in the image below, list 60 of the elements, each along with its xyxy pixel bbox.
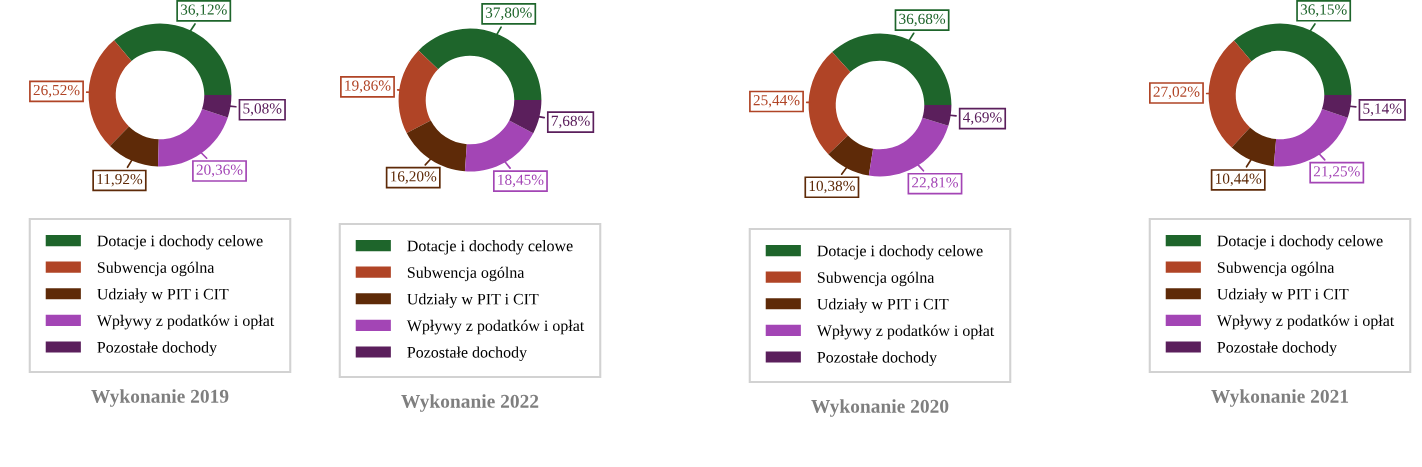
data-label: 36,12% <box>180 4 227 17</box>
data-label: 26,52% <box>33 84 80 98</box>
donut-slice <box>1273 109 1348 167</box>
donut-slice <box>398 50 439 134</box>
legend-label: Dotacje i dochody celowe <box>817 245 983 260</box>
donut-slice <box>832 33 952 105</box>
text: Wykonanie 2022 <box>401 394 539 412</box>
legend-label: Udziały w PIT i CIT <box>817 298 949 313</box>
data-label: 27,02% <box>1153 86 1200 100</box>
legend-label: Subwencja ogólna <box>1217 261 1335 277</box>
legend-label: Pozostałe dochody <box>407 346 527 362</box>
donut-slice <box>509 100 542 134</box>
data-label: 10,38% <box>809 180 855 194</box>
text: Wykonanie 2020 <box>811 399 949 417</box>
legend-label: Udziały w PIT i CIT <box>97 288 229 303</box>
data-label: 11,92% <box>97 173 143 187</box>
data-label: 7,68% <box>551 115 590 129</box>
legend-label: Wpływy z podatków i opłat <box>96 314 275 330</box>
data-label: 16,20% <box>391 171 437 184</box>
legend-label: Pozostałe dochody <box>97 341 217 357</box>
data-label: 22,81% <box>912 177 958 190</box>
legend-label: Wpływy z podatków i opłat <box>406 319 585 335</box>
legend-label: Wpływy z podatków i opłat <box>816 324 995 340</box>
donut-slice <box>114 23 232 95</box>
donut-slice <box>418 28 542 100</box>
legend-label: Dotacje i dochody celowe <box>97 235 263 250</box>
legend-label: Udziały w PIT i CIT <box>407 293 539 308</box>
legend-label: Subwencja ogólna <box>407 266 525 282</box>
donut-slice <box>406 120 467 172</box>
donut-slice <box>868 117 949 177</box>
data-label: 37,80% <box>485 7 532 20</box>
text: Wykonanie 2021 <box>1211 389 1349 407</box>
donut-slice <box>88 40 132 146</box>
data-label: 5,08% <box>243 103 282 116</box>
legend-label: Udziały w PIT i CIT <box>1217 288 1349 303</box>
donut-slice <box>464 120 534 172</box>
donut-slice <box>1233 23 1352 95</box>
donut-slice <box>828 135 874 176</box>
legend-label: Wpływy z podatków i opłat <box>1216 314 1395 330</box>
data-label: 4,69% <box>963 112 1002 125</box>
data-label: 36,68% <box>899 13 946 27</box>
data-label: 10,44% <box>1216 173 1262 186</box>
data-label: 25,44% <box>753 95 800 108</box>
legend-label: Subwencja ogólna <box>817 271 935 287</box>
donut-slice <box>1231 127 1277 167</box>
legend-label: Dotacje i dochody celowe <box>1217 235 1383 250</box>
data-label: 36,15% <box>1300 4 1347 17</box>
data-label: 18,45% <box>498 174 544 188</box>
donut-slice <box>1208 40 1252 148</box>
legend-label: Subwencja ogólna <box>97 261 215 277</box>
data-label: 20,36% <box>196 164 243 178</box>
donut-slice <box>808 51 851 155</box>
data-label: 5,14% <box>1363 103 1402 116</box>
legend-label: Dotacje i dochody celowe <box>407 240 573 255</box>
legend-label: Pozostałe dochody <box>1217 341 1337 357</box>
text: Wykonanie 2019 <box>91 389 229 407</box>
donut-slice <box>109 126 159 167</box>
data-label: 21,25% <box>1313 166 1360 179</box>
data-label: 19,86% <box>345 80 391 93</box>
legend-label: Pozostałe dochody <box>817 351 937 367</box>
